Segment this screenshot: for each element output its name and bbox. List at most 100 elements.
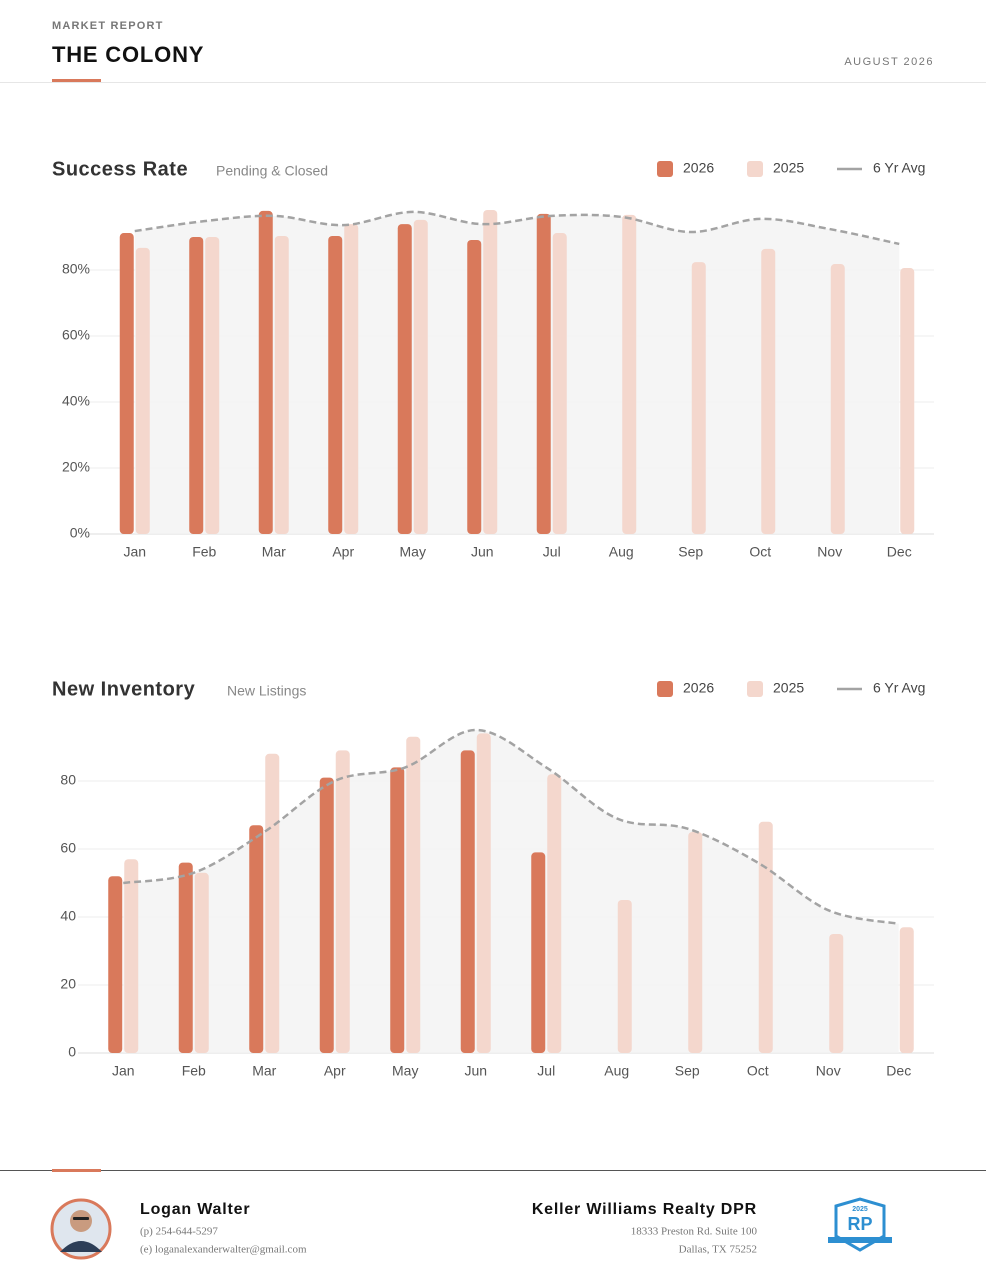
bar xyxy=(194,872,209,1053)
company-address: 18333 Preston Rd. Suite 100 xyxy=(631,1226,758,1238)
x-tick-label: Apr xyxy=(332,544,354,560)
x-tick-label: Jun xyxy=(471,544,494,560)
x-tick-label: Sep xyxy=(675,1063,700,1079)
bar xyxy=(483,209,498,534)
x-tick-label: Jan xyxy=(123,544,146,560)
legend-label: 2025 xyxy=(773,680,804,696)
bar xyxy=(178,862,193,1053)
bar xyxy=(622,214,637,534)
x-tick-label: Nov xyxy=(816,1063,841,1079)
y-tick-label: 40 xyxy=(60,908,76,924)
x-tick-label: Apr xyxy=(324,1063,346,1079)
agent-email: (e) loganalexanderwalter@gmail.com xyxy=(140,1244,307,1256)
bar xyxy=(189,237,204,534)
x-tick-label: Sep xyxy=(678,544,703,560)
bar xyxy=(390,767,405,1053)
company-city: Dallas, TX 75252 xyxy=(679,1244,757,1256)
report-date: AUGUST 2026 xyxy=(844,56,934,68)
bar xyxy=(899,927,914,1053)
x-tick-label: Feb xyxy=(182,1063,206,1079)
bar xyxy=(531,852,546,1053)
x-tick-label: Aug xyxy=(604,1063,629,1079)
bar xyxy=(124,859,139,1053)
x-tick-label: Jul xyxy=(537,1063,555,1079)
x-tick-label: Jan xyxy=(112,1063,135,1079)
chart: New Inventory New Listings 0 20 40 60 80 Jan Feb… xyxy=(52,678,934,1079)
legend-label: 2025 xyxy=(773,160,804,176)
bar xyxy=(249,825,264,1053)
chart: Success Rate Pending & Closed 0% 20% 40% 60% 8… xyxy=(52,158,934,560)
y-tick-label: 20% xyxy=(62,459,90,475)
x-tick-label: Mar xyxy=(262,544,286,560)
bar xyxy=(547,774,562,1053)
bar xyxy=(467,239,482,534)
x-tick-label: May xyxy=(392,1063,418,1079)
bar xyxy=(205,237,220,534)
report-title: THE COLONY xyxy=(52,42,204,67)
legend-swatch xyxy=(657,161,673,177)
x-tick-label: Jul xyxy=(543,544,561,560)
company-name: Keller Williams Realty DPR xyxy=(532,1201,757,1218)
bar xyxy=(688,832,703,1053)
x-tick-label: Dec xyxy=(886,1063,911,1079)
bar xyxy=(135,247,150,534)
bar xyxy=(552,233,567,535)
title-accent xyxy=(52,79,101,82)
bar xyxy=(119,233,134,535)
legend-swatch xyxy=(747,681,763,697)
chart-title: Success Rate xyxy=(52,158,188,180)
avg-area xyxy=(134,211,900,534)
legend-label: 6 Yr Avg xyxy=(873,680,925,696)
y-tick-label: 0% xyxy=(70,525,90,541)
bar xyxy=(900,268,915,534)
y-tick-label: 40% xyxy=(62,393,90,409)
report-label: MARKET REPORT xyxy=(52,20,164,32)
bar xyxy=(406,736,421,1053)
bar xyxy=(258,210,273,534)
x-tick-label: Aug xyxy=(609,544,634,560)
legend-label: 6 Yr Avg xyxy=(873,160,925,176)
avatar xyxy=(50,1198,112,1260)
legend-label: 2026 xyxy=(683,160,714,176)
bar xyxy=(830,264,845,534)
x-tick-label: Jun xyxy=(464,1063,487,1079)
badge-mark: RP xyxy=(847,1214,872,1234)
bar xyxy=(397,224,412,534)
chart-title: New Inventory xyxy=(52,678,196,700)
x-tick-label: Nov xyxy=(817,544,842,560)
footer-accent xyxy=(52,1169,101,1172)
bar xyxy=(274,236,289,534)
x-tick-label: Oct xyxy=(747,1063,769,1079)
legend-swatch xyxy=(747,161,763,177)
bar xyxy=(319,777,334,1053)
chart-subtitle: New Listings xyxy=(227,683,306,699)
badge-year: 2025 xyxy=(852,1206,868,1213)
x-tick-label: Feb xyxy=(192,544,216,560)
bar xyxy=(476,733,491,1053)
legend-label: 2026 xyxy=(683,680,714,696)
y-tick-label: 0 xyxy=(68,1044,76,1060)
bar xyxy=(460,750,475,1053)
y-tick-label: 60 xyxy=(60,840,76,856)
bar xyxy=(328,236,343,534)
bar xyxy=(413,219,428,534)
bar xyxy=(617,900,632,1053)
y-tick-label: 80% xyxy=(62,261,90,277)
x-tick-label: Mar xyxy=(252,1063,276,1079)
bar xyxy=(691,262,706,534)
bar xyxy=(265,753,280,1053)
avg-line xyxy=(134,210,900,246)
y-tick-label: 20 xyxy=(60,976,76,992)
chart-subtitle: Pending & Closed xyxy=(216,163,328,179)
legend-swatch xyxy=(657,681,673,697)
agent-phone: (p) 254-644-5297 xyxy=(140,1226,218,1238)
x-tick-label: Oct xyxy=(749,544,771,560)
bar xyxy=(108,876,123,1053)
x-tick-label: Dec xyxy=(887,544,912,560)
avg-area xyxy=(123,730,899,1053)
bar xyxy=(761,248,776,534)
x-tick-label: May xyxy=(400,544,426,560)
bar xyxy=(335,750,350,1053)
